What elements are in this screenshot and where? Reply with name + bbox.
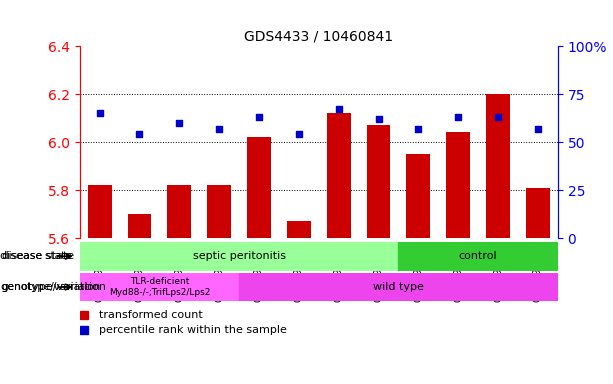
Point: [533, 126, 543, 132]
Text: TLR-deficient
Myd88-/-;TrifLps2/Lps2: TLR-deficient Myd88-/-;TrifLps2/Lps2: [109, 277, 210, 297]
Bar: [446, 132, 470, 238]
FancyBboxPatch shape: [80, 242, 398, 271]
Text: septic peritonitis: septic peritonitis: [192, 251, 286, 262]
FancyBboxPatch shape: [80, 273, 239, 301]
Bar: [287, 221, 311, 238]
Text: wild type: wild type: [373, 282, 424, 292]
Bar: [327, 113, 351, 238]
Title: GDS4433 / 10460841: GDS4433 / 10460841: [244, 30, 394, 43]
Text: control: control: [459, 251, 498, 262]
Bar: [128, 214, 151, 238]
Point: [215, 126, 224, 132]
Bar: [247, 137, 271, 238]
FancyBboxPatch shape: [239, 273, 558, 301]
Text: transformed count: transformed count: [99, 310, 202, 320]
Point: [94, 110, 104, 116]
Point: [254, 114, 264, 120]
Text: disease state: disease state: [2, 251, 71, 262]
Bar: [486, 94, 510, 238]
Point: [373, 116, 384, 122]
Text: genotype/variation: genotype/variation: [0, 282, 106, 292]
Text: genotype/variation: genotype/variation: [2, 282, 101, 292]
Text: percentile rank within the sample: percentile rank within the sample: [99, 325, 287, 335]
Point: [493, 114, 503, 120]
Bar: [88, 185, 112, 238]
Point: [454, 114, 463, 120]
Point: [294, 131, 304, 137]
Bar: [207, 185, 231, 238]
Bar: [367, 125, 390, 238]
Point: [413, 126, 423, 132]
Text: disease state: disease state: [0, 251, 74, 262]
Point: [333, 106, 343, 113]
Bar: [167, 185, 191, 238]
Point: [175, 120, 185, 126]
FancyBboxPatch shape: [398, 242, 558, 271]
Point: [134, 131, 145, 137]
Bar: [406, 154, 430, 238]
Bar: [526, 188, 550, 238]
